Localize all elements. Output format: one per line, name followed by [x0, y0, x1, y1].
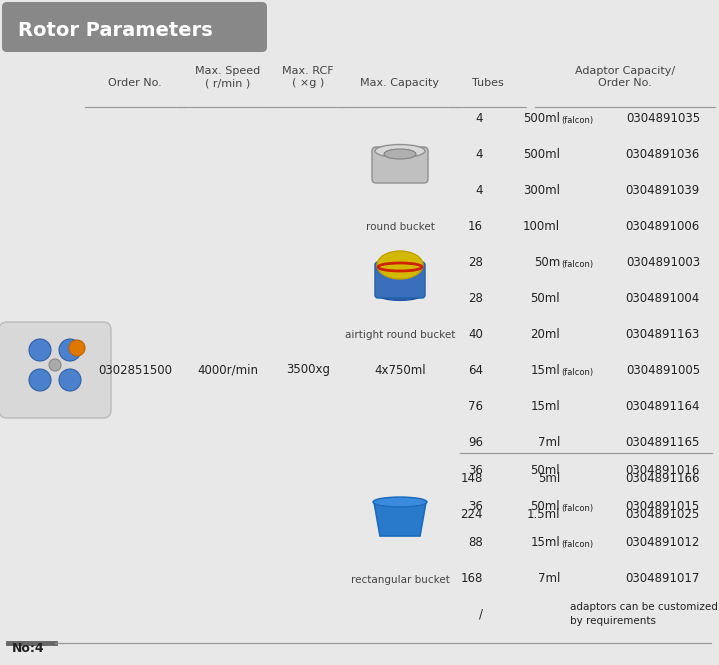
Text: 100ml: 100ml — [523, 219, 560, 233]
Text: (falcon): (falcon) — [561, 116, 593, 124]
Ellipse shape — [375, 144, 425, 158]
Text: Order No.: Order No. — [108, 78, 162, 88]
Text: Max. Capacity: Max. Capacity — [360, 78, 439, 88]
Text: 4: 4 — [475, 148, 483, 160]
Text: Rotor Parameters: Rotor Parameters — [18, 21, 213, 39]
Text: 0304891006: 0304891006 — [626, 219, 700, 233]
Circle shape — [29, 339, 51, 361]
Ellipse shape — [373, 497, 427, 507]
Text: 0304891004: 0304891004 — [626, 291, 700, 305]
Circle shape — [49, 359, 61, 371]
Text: (falcon): (falcon) — [561, 503, 593, 513]
Text: 0304891012: 0304891012 — [626, 535, 700, 549]
Text: round bucket: round bucket — [365, 222, 434, 232]
Text: 0304891035: 0304891035 — [626, 112, 700, 124]
FancyBboxPatch shape — [372, 147, 428, 183]
Text: 50ml: 50ml — [531, 499, 560, 513]
Circle shape — [29, 369, 51, 391]
Text: 7ml: 7ml — [538, 436, 560, 448]
Text: 0304891025: 0304891025 — [626, 507, 700, 521]
Text: 76: 76 — [468, 400, 483, 412]
FancyBboxPatch shape — [375, 262, 425, 298]
Text: 0304891017: 0304891017 — [626, 571, 700, 585]
Text: (falcon): (falcon) — [561, 259, 593, 269]
Text: 0304891163: 0304891163 — [626, 327, 700, 340]
Text: 36: 36 — [468, 499, 483, 513]
Text: 300ml: 300ml — [523, 184, 560, 196]
Circle shape — [69, 340, 85, 356]
Polygon shape — [374, 502, 426, 536]
FancyBboxPatch shape — [0, 322, 111, 418]
Text: 64: 64 — [468, 364, 483, 376]
Text: 3500xg: 3500xg — [286, 364, 330, 376]
Text: /: / — [479, 608, 483, 620]
Circle shape — [59, 339, 81, 361]
Text: 16: 16 — [468, 219, 483, 233]
Text: 15ml: 15ml — [530, 364, 560, 376]
Text: (falcon): (falcon) — [561, 368, 593, 376]
Text: 0304891165: 0304891165 — [626, 436, 700, 448]
Text: 0304891003: 0304891003 — [626, 255, 700, 269]
Text: 0304891166: 0304891166 — [626, 471, 700, 485]
Text: 1.5ml: 1.5ml — [526, 507, 560, 521]
Text: 50ml: 50ml — [531, 291, 560, 305]
Text: 40: 40 — [468, 327, 483, 340]
Text: 15ml: 15ml — [530, 400, 560, 412]
Text: rectangular bucket: rectangular bucket — [351, 575, 449, 585]
Text: 0304891016: 0304891016 — [626, 464, 700, 477]
Circle shape — [59, 369, 81, 391]
Text: 148: 148 — [461, 471, 483, 485]
FancyBboxPatch shape — [2, 2, 267, 52]
Text: 20ml: 20ml — [530, 327, 560, 340]
Text: 36: 36 — [468, 464, 483, 477]
Text: No:4: No:4 — [12, 642, 45, 655]
Text: Tubes: Tubes — [472, 78, 504, 88]
Text: airtight round bucket: airtight round bucket — [345, 330, 455, 340]
Text: 0304891164: 0304891164 — [626, 400, 700, 412]
Text: 4x750ml: 4x750ml — [374, 364, 426, 376]
Ellipse shape — [384, 149, 416, 159]
Text: 50ml: 50ml — [531, 464, 560, 477]
Text: 0304891005: 0304891005 — [626, 364, 700, 376]
Text: 168: 168 — [461, 571, 483, 585]
Text: 96: 96 — [468, 436, 483, 448]
Text: 50m: 50m — [533, 255, 560, 269]
Text: 500ml: 500ml — [523, 148, 560, 160]
Text: 224: 224 — [460, 507, 483, 521]
Text: Adaptor Capacity/
Order No.: Adaptor Capacity/ Order No. — [575, 66, 675, 88]
Text: 500ml: 500ml — [523, 112, 560, 124]
Text: 0302851500: 0302851500 — [98, 364, 172, 376]
Text: 4: 4 — [475, 112, 483, 124]
Text: 4: 4 — [475, 184, 483, 196]
Text: 0304891015: 0304891015 — [626, 499, 700, 513]
Text: 28: 28 — [468, 291, 483, 305]
Text: 88: 88 — [468, 535, 483, 549]
Text: 5ml: 5ml — [538, 471, 560, 485]
Ellipse shape — [377, 251, 423, 279]
Text: 0304891036: 0304891036 — [626, 148, 700, 160]
Text: Max. RCF
( ×g ): Max. RCF ( ×g ) — [282, 66, 334, 88]
Text: (falcon): (falcon) — [561, 539, 593, 549]
Text: adaptors can be customized
by requirements: adaptors can be customized by requiremen… — [570, 602, 718, 626]
Text: 4000r/min: 4000r/min — [198, 364, 259, 376]
Text: Max. Speed
( r/min ): Max. Speed ( r/min ) — [196, 66, 260, 88]
Text: 7ml: 7ml — [538, 571, 560, 585]
Text: 28: 28 — [468, 255, 483, 269]
Text: 0304891039: 0304891039 — [626, 184, 700, 196]
Text: 15ml: 15ml — [530, 535, 560, 549]
Ellipse shape — [378, 289, 422, 301]
